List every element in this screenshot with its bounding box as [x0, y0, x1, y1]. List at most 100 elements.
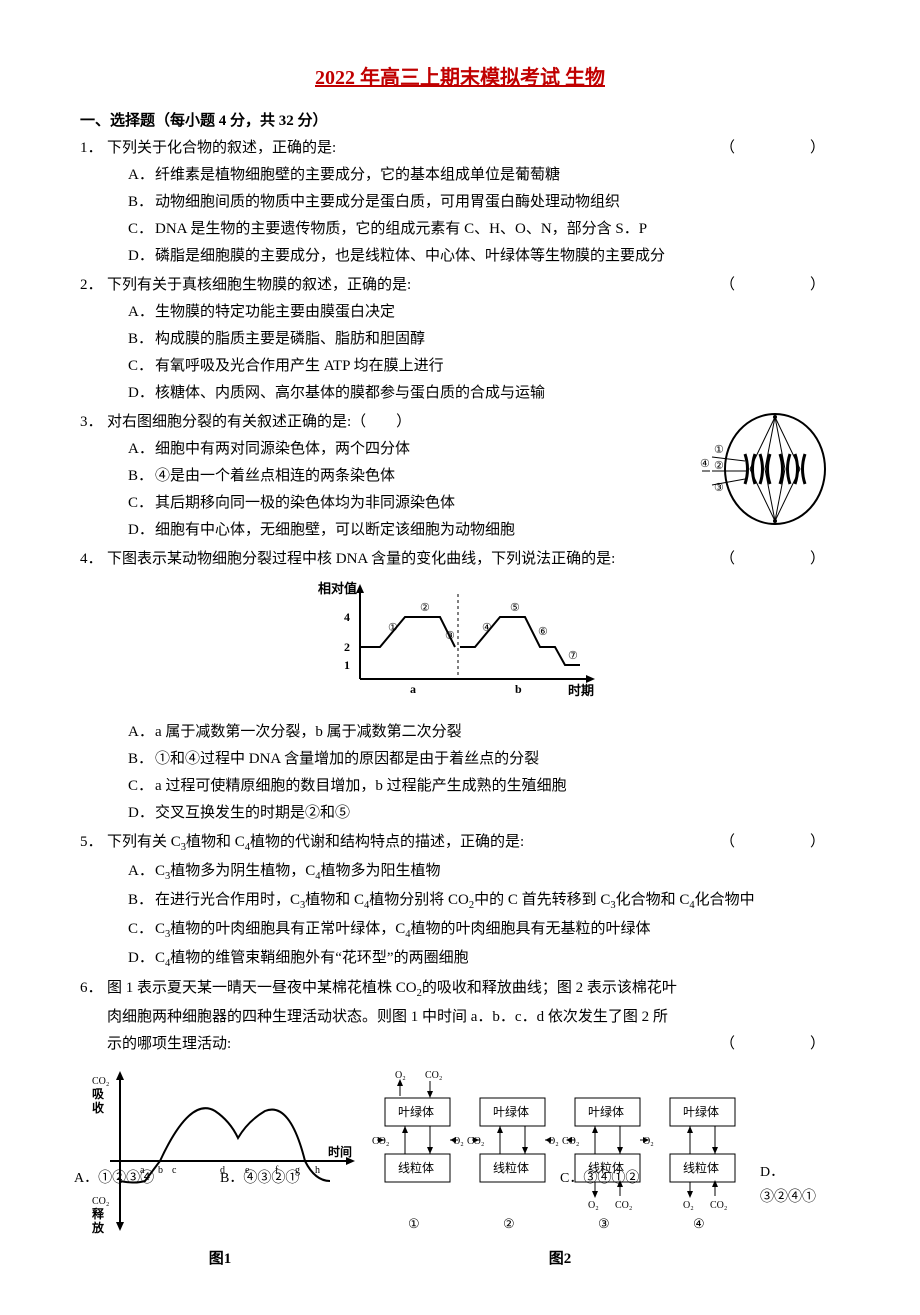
- cell-division-diagram: ① ② ③ ④: [700, 409, 830, 529]
- svg-text:⑤: ⑤: [510, 602, 520, 614]
- q1-stem-text: 下列关于化合物的叙述，正确的是:: [107, 140, 336, 156]
- svg-text:④: ④: [693, 1216, 705, 1231]
- svg-text:O₂: O₂: [588, 1200, 599, 1211]
- q5-c-text: C3植物的叶肉细胞具有正常叶绿体，C4植物的叶肉细胞具有无基粒的叶绿体: [155, 916, 651, 945]
- svg-text:h: h: [315, 1165, 320, 1176]
- q2-stem-text: 下列有关于真核细胞生物膜的叙述，正确的是:: [107, 277, 411, 293]
- svg-text:2: 2: [344, 640, 350, 654]
- svg-text:CO₂: CO₂: [92, 1196, 109, 1207]
- question-6: 6． 图 1 表示夏天某一晴天一昼夜中某棉花植株 CO2的吸收和释放曲线；图 2…: [80, 975, 840, 1273]
- q6-opt-a: A．①②③④: [74, 1166, 154, 1191]
- q3-opt-c: C．其后期移向同一极的染色体均为非同源染色体: [128, 490, 700, 517]
- svg-text:O₂: O₂: [683, 1200, 694, 1211]
- svg-text:收: 收: [92, 1100, 104, 1115]
- exam-title: 2022 年高三上期末模拟考试 生物: [80, 60, 840, 96]
- question-5: 5． 下列有关 C3植物和 C4植物的代谢和结构特点的描述，正确的是: （ ） …: [80, 829, 840, 973]
- svg-text:释: 释: [92, 1206, 105, 1221]
- svg-text:b: b: [158, 1165, 163, 1176]
- svg-text:时间: 时间: [328, 1144, 352, 1159]
- svg-text:线粒体: 线粒体: [493, 1160, 529, 1175]
- q3-a-text: 细胞中有两对同源染色体，两个四分体: [155, 436, 410, 463]
- q1-opt-b: B．动物细胞间质的物质中主要成分是蛋白质，可用胃蛋白酶处理动物组织: [128, 189, 840, 216]
- q2-d-text: 核糖体、内质网、高尔基体的膜都参与蛋白质的合成与运输: [155, 380, 545, 407]
- q5-opt-d: D．C4植物的维管束鞘细胞外有“花环型”的两圈细胞: [128, 945, 840, 974]
- q4-d-text: 交叉互换发生的时期是②和⑤: [155, 800, 350, 827]
- svg-text:O₂: O₂: [395, 1070, 406, 1081]
- q3-opt-b: B．④是由一个着丝点相连的两条染色体: [128, 463, 700, 490]
- answer-blank: （ ）: [720, 135, 840, 162]
- q6-num: 6．: [80, 975, 107, 1058]
- q3-num: 3．: [80, 409, 107, 436]
- q6-stem: 图 1 表示夏天某一晴天一昼夜中某棉花植株 CO2的吸收和释放曲线；图 2 表示…: [107, 975, 840, 1058]
- svg-text:④: ④: [482, 622, 492, 634]
- svg-text:a: a: [410, 682, 416, 696]
- fig1-caption: 图1: [80, 1246, 360, 1273]
- answer-blank: （ ）: [720, 546, 840, 573]
- q4-a-text: a 属于减数第一次分裂，b 属于减数第二次分裂: [155, 719, 462, 746]
- q5-stem: 下列有关 C3植物和 C4植物的代谢和结构特点的描述，正确的是: （ ）: [107, 829, 840, 858]
- q2-opt-c: C．有氧呼吸及光合作用产生 ATP 均在膜上进行: [128, 353, 840, 380]
- q5-num: 5．: [80, 829, 107, 858]
- answer-blank: （ ）: [720, 1031, 840, 1058]
- q6-opt-c: C．③④①②: [560, 1166, 639, 1191]
- q1-opt-d: D．磷脂是细胞膜的主要成分，也是线粒体、中心体、叶绿体等生物膜的主要成分: [128, 243, 840, 270]
- svg-text:吸: 吸: [92, 1087, 105, 1101]
- q1-c-text: DNA 是生物的主要遗传物质，它的组成元素有 C、H、O、N，部分含 S．P: [155, 216, 647, 243]
- svg-text:③: ③: [598, 1216, 610, 1231]
- q6-opt-b: B．④③②①: [220, 1166, 299, 1191]
- cell-label-3: ③: [714, 482, 724, 494]
- q1-opt-c: C．DNA 是生物的主要遗传物质，它的组成元素有 C、H、O、N，部分含 S．P: [128, 216, 840, 243]
- q2-opt-d: D．核糖体、内质网、高尔基体的膜都参与蛋白质的合成与运输: [128, 380, 840, 407]
- q4-stem-text: 下图表示某动物细胞分裂过程中核 DNA 含量的变化曲线，下列说法正确的是:: [107, 551, 615, 567]
- svg-text:①: ①: [388, 622, 398, 634]
- co2-curve-chart: CO₂ 吸 收 CO₂ 释 放 时间 a b c d e f g h: [80, 1066, 360, 1236]
- svg-text:放: 放: [91, 1220, 105, 1235]
- q4-c-text: a 过程可使精原细胞的数目增加，b 过程能产生成熟的生殖细胞: [155, 773, 567, 800]
- dna-content-chart: 4 2 1 相对值 时期 ① ② ③ ④ ⑤ ⑥ ⑦ a b: [310, 579, 610, 699]
- question-1: 1． 下列关于化合物的叙述，正确的是: （ ） A．纤维素是植物细胞壁的主要成分…: [80, 135, 840, 270]
- q4-b-text: ①和④过程中 DNA 含量增加的原因都是由于着丝点的分裂: [155, 746, 539, 773]
- q2-stem: 下列有关于真核细胞生物膜的叙述，正确的是: （ ）: [107, 272, 840, 299]
- q2-num: 2．: [80, 272, 107, 299]
- q1-d-text: 磷脂是细胞膜的主要成分，也是线粒体、中心体、叶绿体等生物膜的主要成分: [155, 243, 665, 270]
- svg-text:CO₂: CO₂: [710, 1200, 727, 1211]
- q4-opt-a: A．a 属于减数第一次分裂，b 属于减数第二次分裂: [128, 719, 840, 746]
- question-2: 2． 下列有关于真核细胞生物膜的叙述，正确的是: （ ） A．生物膜的特定功能主…: [80, 272, 840, 407]
- svg-text:叶绿体: 叶绿体: [683, 1104, 719, 1119]
- q4-opt-b: B．①和④过程中 DNA 含量增加的原因都是由于着丝点的分裂: [128, 746, 840, 773]
- question-3: 3． 对右图细胞分裂的有关叙述正确的是:（ ） A．细胞中有两对同源染色体，两个…: [80, 409, 840, 544]
- q3-c-text: 其后期移向同一极的染色体均为非同源染色体: [155, 490, 455, 517]
- answer-blank: （ ）: [720, 272, 840, 299]
- svg-text:⑦: ⑦: [568, 650, 578, 662]
- svg-text:①: ①: [408, 1216, 420, 1231]
- svg-text:②: ②: [420, 602, 430, 614]
- q1-b-text: 动物细胞间质的物质中主要成分是蛋白质，可用胃蛋白酶处理动物组织: [155, 189, 620, 216]
- q4-stem: 下图表示某动物细胞分裂过程中核 DNA 含量的变化曲线，下列说法正确的是: （ …: [107, 546, 840, 573]
- svg-text:叶绿体: 叶绿体: [493, 1104, 529, 1119]
- svg-text:CO₂: CO₂: [425, 1070, 442, 1081]
- svg-text:4: 4: [344, 610, 350, 624]
- q1-num: 1．: [80, 135, 107, 162]
- q1-opt-a: A．纤维素是植物细胞壁的主要成分，它的基本组成单位是葡萄糖: [128, 162, 840, 189]
- q2-c-text: 有氧呼吸及光合作用产生 ATP 均在膜上进行: [155, 353, 444, 380]
- ylabel: 相对值: [318, 581, 357, 596]
- q2-a-text: 生物膜的特定功能主要由膜蛋白决定: [155, 299, 395, 326]
- q1-a-text: 纤维素是植物细胞壁的主要成分，它的基本组成单位是葡萄糖: [155, 162, 560, 189]
- svg-text:叶绿体: 叶绿体: [398, 1104, 434, 1119]
- svg-text:线粒体: 线粒体: [398, 1160, 434, 1175]
- cell-label-2: ②: [714, 460, 724, 472]
- q2-b-text: 构成膜的脂质主要是磷脂、脂肪和胆固醇: [155, 326, 425, 353]
- svg-text:③: ③: [445, 630, 455, 642]
- answer-blank: （ ）: [720, 829, 840, 856]
- cell-label-4: ④: [700, 458, 710, 470]
- svg-text:c: c: [172, 1165, 177, 1176]
- q2-opt-a: A．生物膜的特定功能主要由膜蛋白决定: [128, 299, 840, 326]
- q4-num: 4．: [80, 546, 107, 573]
- q6-opt-d: D．③②④①: [760, 1160, 840, 1210]
- q5-opt-a: A．C3植物多为阴生植物，C4植物多为阳生植物: [128, 858, 840, 887]
- q3-opt-d: D．细胞有中心体，无细胞壁，可以断定该细胞为动物细胞: [128, 517, 700, 544]
- q5-b-text: 在进行光合作用时，C3植物和 C4植物分别将 CO2中的 C 首先转移到 C3化…: [155, 887, 755, 916]
- svg-text:线粒体: 线粒体: [683, 1160, 719, 1175]
- q1-stem: 下列关于化合物的叙述，正确的是: （ ）: [107, 135, 840, 162]
- q4-opt-c: C．a 过程可使精原细胞的数目增加，b 过程能产生成熟的生殖细胞: [128, 773, 840, 800]
